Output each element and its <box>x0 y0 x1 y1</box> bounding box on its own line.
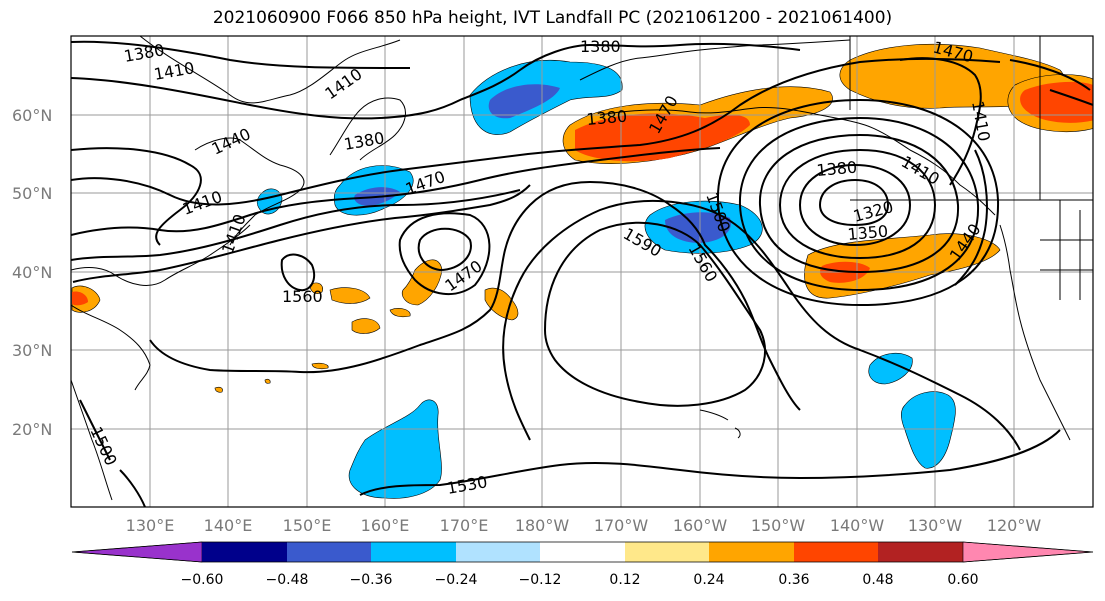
ivt-positive-patch5 <box>309 282 323 294</box>
colorbar-extend-left <box>71 541 203 563</box>
lon-tick-label: 170°E <box>440 516 489 535</box>
contour-label: 1380 <box>586 107 628 129</box>
contour-label: 1380 <box>580 37 621 56</box>
contour-label: 1380 <box>816 158 858 180</box>
colorbar-tick-label: −0.48 <box>266 572 309 588</box>
ivt-positive-patch10 <box>264 378 271 384</box>
ivt-positive-patch7 <box>389 308 411 318</box>
colorbar-extend-right <box>962 541 1094 563</box>
lat-tick-label: 40°N <box>12 263 52 282</box>
ivt-negative-south <box>348 399 442 499</box>
contour-label: 1350 <box>847 222 889 244</box>
ivt-positive-patch9 <box>214 386 223 393</box>
lat-tick-label: 20°N <box>12 420 52 439</box>
colorbar-segment <box>878 542 963 562</box>
ivt-positive-patch3 <box>329 287 371 304</box>
lon-tick-label: 150°W <box>751 516 806 535</box>
lon-tick-label: 130°E <box>126 516 175 535</box>
ivt-positive-patch8 <box>311 362 329 370</box>
lon-tick-label: 140°E <box>204 516 253 535</box>
ivt-positive-nepac <box>804 233 1001 299</box>
ivt-negative-east1 <box>868 352 913 385</box>
colorbar-tick-label: −0.12 <box>519 572 562 588</box>
colorbar-tick-label: −0.24 <box>435 572 478 588</box>
colorbar-tick-label: 0.60 <box>947 572 978 588</box>
colorbar-segment <box>625 542 709 562</box>
colorbar-tick-label: 0.12 <box>609 572 640 588</box>
colorbar-segment <box>202 542 287 562</box>
ivt-positive-canada-east-core <box>1020 81 1093 123</box>
plot-border <box>70 35 1094 508</box>
colorbar-segment <box>540 542 625 562</box>
colorbar-tick-label: 0.24 <box>693 572 724 588</box>
colorbar-tick-label: −0.36 <box>350 572 393 588</box>
colorbar-tick-label: 0.48 <box>862 572 893 588</box>
ivt-negative-gulf-core <box>665 212 731 243</box>
lon-tick-label: 170°W <box>594 516 649 535</box>
lat-tick-label: 50°N <box>12 184 52 203</box>
lon-tick-label: 150°E <box>283 516 332 535</box>
lon-tick-label: 160°E <box>361 516 410 535</box>
lat-tick-label: 60°N <box>12 106 52 125</box>
contour-label: 1560 <box>282 287 323 306</box>
lon-tick-label: 180°W <box>515 516 570 535</box>
gridlines <box>71 36 1093 507</box>
lon-tick-label: 130°W <box>908 516 963 535</box>
lat-tick-label: 30°N <box>12 341 52 360</box>
ivt-positive-patch6-core <box>72 291 88 306</box>
lon-tick-label: 160°W <box>673 516 728 535</box>
colorbar-tick-label: 0.36 <box>778 572 809 588</box>
colorbar-tick-label: −0.60 <box>181 572 224 588</box>
height-contours <box>71 40 1093 507</box>
colorbar-segment <box>794 542 878 562</box>
lon-tick-label: 140°W <box>830 516 885 535</box>
lon-tick-label: 120°W <box>987 516 1042 535</box>
latitude-axis: 60°N 50°N 40°N 30°N 20°N <box>12 106 52 439</box>
map-title: 2021060900 F066 850 hPa height, IVT Land… <box>212 8 893 28</box>
colorbar-segment <box>456 542 540 562</box>
colorbar-segment <box>709 542 794 562</box>
colorbar: −0.60 −0.48 −0.36 −0.24 −0.12 0.12 0.24 … <box>71 541 1094 588</box>
ivt-positive-patch2 <box>484 287 519 321</box>
colorbar-segment <box>371 542 456 562</box>
colorbar-segment <box>287 542 371 562</box>
ivt-positive-patch4 <box>351 318 381 334</box>
ivt-positive-patch1 <box>401 259 443 306</box>
longitude-axis: 130°E 140°E 150°E 160°E 170°E 180°W 170°… <box>126 516 1042 535</box>
ivt-negative-east2 <box>900 391 956 469</box>
